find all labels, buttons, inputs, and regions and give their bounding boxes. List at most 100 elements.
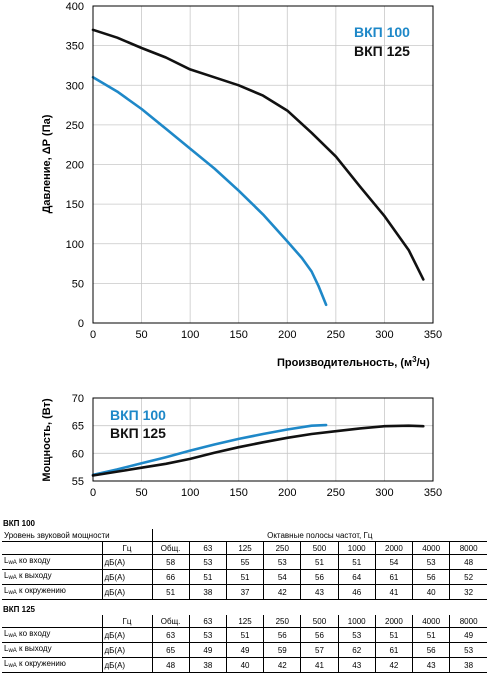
vkp125-table-title: ВКП 125	[3, 605, 35, 614]
vkp125-col-2: 63	[188, 615, 227, 628]
power-chart-series	[91, 423, 425, 477]
vkp125-col-1: Общ.	[151, 615, 190, 628]
table-cell: 42	[263, 657, 301, 673]
table-cell: 43	[337, 657, 376, 673]
table-cell: 51	[225, 569, 264, 585]
pressure-y-tick-50: 50	[72, 278, 84, 290]
pressure-chart: 0 50 100 150 200 250 300 350 0 50 100 150 200 250 300 3…	[41, 1, 442, 369]
pressure-x-tick-350: 350	[424, 329, 442, 341]
vkp125-row-label-1: LwA ко входу	[2, 627, 102, 643]
table-cell: 53	[337, 627, 376, 643]
vkp125-row-unit-3: дБ(А)	[101, 657, 152, 673]
pressure-y-tick-0: 0	[78, 318, 84, 330]
vkp100-col-9: 8000	[449, 541, 487, 555]
power-legend-vkp100: ВКП 100	[110, 407, 166, 423]
power-x-tick-50: 50	[135, 487, 147, 499]
vkp125-columns-blank	[2, 615, 102, 628]
pressure-x-tick-0: 0	[90, 329, 96, 341]
table-row: LwA к окружению дБ(А) 51 38 37 42 43 46 41 40 32	[2, 584, 487, 600]
power-x-tick-150: 150	[230, 487, 248, 499]
table-cell: 51	[151, 584, 190, 600]
power-x-tick-100: 100	[181, 487, 199, 499]
table-cell: 59	[263, 642, 301, 658]
power-y-tick-65: 65	[72, 421, 84, 433]
vkp125-row-label-3: LwA к окружению	[2, 657, 102, 673]
table-cell: 38	[188, 657, 227, 673]
vkp100-col-5: 500	[300, 541, 339, 555]
pressure-y-tick-200: 200	[66, 160, 84, 172]
table-cell: 56	[412, 569, 450, 585]
table-row: LwA ко входу дБ(А) 58 53 55 53 51 51 54 53 48	[2, 554, 487, 570]
vkp125-col-6: 1000	[337, 615, 376, 628]
table-cell: 42	[374, 657, 413, 673]
pressure-x-axis-label: Производительность, (м3/ч)	[277, 355, 430, 369]
power-y-tick-55: 55	[72, 476, 84, 488]
vkp100-row-unit-3: дБ(А)	[101, 584, 152, 600]
table-cell: 43	[412, 657, 450, 673]
power-y-tick-60: 60	[72, 448, 84, 460]
table-cell: 61	[374, 642, 413, 658]
sound-power-tables: ВКП 100 Уровень звуковой мощности Октавн…	[0, 518, 489, 673]
pressure-chart-frame	[92, 5, 434, 324]
table-cell: 51	[412, 627, 450, 643]
table-cell: 53	[412, 554, 450, 570]
table-cell: 43	[300, 584, 339, 600]
vkp100-row-label-2: LwA к выходу	[2, 569, 102, 585]
power-series-line-2	[91, 424, 425, 477]
table-cell: 66	[151, 569, 190, 585]
pressure-y-tick-250: 250	[66, 120, 84, 132]
table-cell: 62	[337, 642, 376, 658]
power-x-tick-300: 300	[375, 487, 393, 499]
vkp125-col-9: 8000	[449, 615, 487, 628]
vkp100-row-unit-1: дБ(А)	[101, 554, 152, 570]
pressure-x-tick-100: 100	[181, 329, 199, 341]
pressure-series-line-1	[91, 76, 328, 307]
vkp100-col-8: 4000	[412, 541, 450, 555]
table-cell: 61	[374, 569, 413, 585]
vkp100-sound-table: Уровень звуковой мощности Октавные полос…	[2, 529, 487, 600]
table-cell: 46	[337, 584, 376, 600]
power-y-axis-label: Мощность, (Вт)	[41, 398, 53, 482]
table-cell: 56	[300, 569, 339, 585]
table-cell: 65	[151, 642, 190, 658]
power-series-line-1	[91, 423, 328, 477]
table-cell: 56	[300, 627, 339, 643]
pressure-y-tick-300: 300	[66, 80, 84, 92]
table-cell: 51	[225, 627, 264, 643]
vkp125-col-5: 500	[300, 615, 339, 628]
power-x-tick-200: 200	[278, 487, 296, 499]
vkp125-col-3: 125	[225, 615, 264, 628]
power-x-tick-250: 250	[327, 487, 345, 499]
vkp100-row-unit-2: дБ(А)	[101, 569, 152, 585]
pressure-y-tick-350: 350	[66, 41, 84, 53]
table-cell: 51	[337, 554, 376, 570]
vkp100-table-title: ВКП 100	[3, 519, 35, 528]
vkp125-row-unit-1: дБ(А)	[101, 627, 152, 643]
table-cell: 40	[412, 584, 450, 600]
table-cell: 54	[263, 569, 301, 585]
vkp100-unit-hz: Гц	[101, 541, 152, 555]
pressure-chart-series	[91, 28, 425, 307]
table-cell: 42	[263, 584, 301, 600]
table-cell: 48	[449, 554, 487, 570]
vkp100-col-2: 63	[188, 541, 227, 555]
vkp125-unit-hz: Гц	[101, 615, 152, 628]
table-cell: 51	[188, 569, 227, 585]
table-cell: 49	[225, 642, 264, 658]
vkp125-col-8: 4000	[412, 615, 450, 628]
table-row: LwA к выходу дБ(А) 65 49 49 59 57 62 61 56 53	[2, 642, 487, 658]
pressure-y-tick-400: 400	[66, 1, 84, 13]
pressure-y-tick-100: 100	[66, 239, 84, 251]
table-cell: 37	[225, 584, 264, 600]
vkp100-header-left: Уровень звуковой мощности	[2, 529, 152, 542]
table-cell: 49	[188, 642, 227, 658]
power-x-tick-0: 0	[90, 487, 96, 499]
pressure-x-tick-300: 300	[375, 329, 393, 341]
vkp125-sound-table: Гц Общ. 63 125 250 500 1000 2000 4000 8000 LwA к…	[2, 615, 487, 673]
table-row: LwA ко входу дБ(А) 63 53 51 56 56 53 51 51 49	[2, 627, 487, 643]
vkp100-columns-row: Гц Общ. 63 125 250 500 1000 2000 4000 8000	[2, 541, 487, 555]
power-chart-ticks: 0 50 100 150 200 250 300 350 55 60 65 70	[72, 393, 442, 499]
table-cell: 63	[151, 627, 190, 643]
pressure-legend-vkp100: ВКП 100	[354, 24, 410, 40]
table-row: LwA к окружению дБ(А) 48 38 40 42 41 43 42 43 38	[2, 657, 487, 673]
